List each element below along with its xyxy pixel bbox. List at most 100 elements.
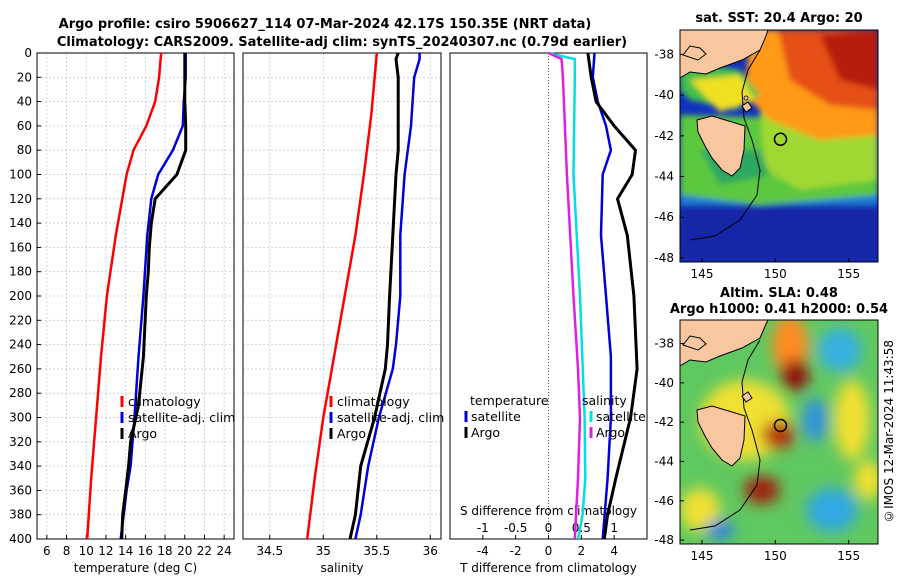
y-tick-label: 220 [9, 313, 32, 327]
x2-tick-label: -0.5 [504, 521, 527, 535]
legend-t-title: temperature [470, 393, 549, 408]
x2-tick-label: 0 [545, 521, 553, 535]
series-line-argo [348, 52, 400, 540]
sla-map-frame [679, 319, 879, 545]
y-tick-label: 300 [9, 411, 32, 425]
x-tick-label: -4 [477, 544, 489, 558]
series-line-climatology [305, 52, 379, 540]
legend-s-title: salinity [582, 393, 627, 408]
sla-map-title: Altim. SLA: 0.48 [720, 286, 838, 301]
legend-label: satellite [471, 409, 521, 424]
map-y-tick-label: -40 [654, 376, 674, 390]
map-y-tick-label: -38 [654, 337, 674, 351]
legend-label: Argo [128, 426, 157, 441]
x2-tick-label: -1 [477, 521, 489, 535]
legend-label: satellite [596, 409, 646, 424]
map-x-tick-label: 155 [837, 267, 860, 281]
map-y-tick-label: -42 [654, 415, 674, 429]
map-y-tick-label: -44 [654, 170, 674, 184]
x-tick-label: 20 [177, 544, 192, 558]
map-y-tick-label: -42 [654, 129, 674, 143]
x-tick-label: 18 [157, 544, 172, 558]
legend-label: climatology [128, 394, 201, 409]
y-tick-label: 80 [17, 143, 32, 157]
map-x-tick-label: 150 [764, 267, 787, 281]
x-tick-label: 8 [63, 544, 71, 558]
x2-tick-label: 1 [610, 521, 618, 535]
x-tick-label: 0 [545, 544, 553, 558]
series-line-s-satellite [548, 51, 587, 540]
series-line-climatology [85, 52, 163, 540]
x-tick-label: 6 [43, 544, 51, 558]
x-axis-label: salinity [320, 561, 363, 575]
legend-label: satellite-adj. clim [337, 410, 444, 425]
x-tick-label: 4 [610, 544, 618, 558]
x2-axis-label: S difference from climatology [460, 504, 637, 518]
series-line-argo [120, 53, 188, 540]
salinity-panel: 34.5 35 35.5 36 salinity climatologysatellite… [242, 52, 444, 575]
sla-map-subtitle: Argo h1000: 0.41 h2000: 0.54 [670, 302, 888, 317]
series-line-satellite-adj-clim [354, 53, 421, 540]
sst-argo-marker [773, 132, 788, 147]
legend-label: satellite-adj. clim [128, 410, 235, 425]
series-line-t-argo [586, 52, 639, 540]
temperature-panel: 6 8 10 12 14 16 18 20 22 24 temperature (deg C) cli… [9, 46, 235, 575]
y-tick-label: 140 [9, 216, 32, 230]
y-tick-label: 240 [9, 338, 32, 352]
figure-title-line1: Argo profile: csiro 5906627_114 07-Mar-2… [59, 17, 592, 32]
x-tick-label: 35 [316, 544, 331, 558]
x-tick-label: 34.5 [256, 544, 283, 558]
x-tick-label: 10 [79, 544, 94, 558]
sst-map-axes: 145 150 155 -38 -40 -42 -44 -46 -48 [654, 47, 860, 281]
map-y-tick-label: -44 [654, 454, 674, 468]
map-y-tick-label: -46 [654, 210, 674, 224]
sst-map-panel: sat. SST: 20.4 Argo: 20 [654, 11, 879, 281]
y-tick-label: 60 [17, 119, 32, 133]
x-axis-label: T difference from climatology [459, 561, 637, 575]
x-tick-label: -2 [510, 544, 522, 558]
y-tick-label: 360 [9, 483, 32, 497]
x-tick-label: 24 [217, 544, 232, 558]
sst-map-title: sat. SST: 20.4 Argo: 20 [695, 11, 862, 26]
y-tick-label: 20 [17, 70, 32, 84]
map-y-tick-label: -40 [654, 88, 674, 102]
map-x-tick-label: 145 [691, 549, 714, 563]
y-tick-label: 400 [9, 532, 32, 546]
y-tick-label: 200 [9, 289, 32, 303]
legend-label: climatology [337, 394, 410, 409]
sst-map-frame [679, 29, 879, 263]
y-tick-label: 380 [9, 508, 32, 522]
y-tick-label: 340 [9, 459, 32, 473]
series-line-s-argo [547, 51, 582, 540]
difference-panel: -4 -2 0 2 4 T difference from climatology S di… [449, 51, 648, 575]
y-tick-label: 100 [9, 168, 32, 182]
x-tick-label: 16 [138, 544, 153, 558]
x-tick-label: 22 [197, 544, 212, 558]
map-y-tick-label: -38 [654, 47, 674, 61]
sla-field [680, 320, 878, 544]
x-tick-label: 12 [98, 544, 113, 558]
map-x-tick-label: 150 [764, 549, 787, 563]
y-tick-label: 0 [24, 46, 32, 60]
series-line-t-satellite [591, 52, 613, 540]
sla-map-axes: 145 150 155 -38 -40 -42 -44 -46 -48 [654, 337, 860, 563]
sla-argo-marker [773, 418, 788, 433]
map-y-tick-label: -46 [654, 494, 674, 508]
sla-map-panel: Altim. SLA: 0.48 Argo h1000: 0.41 h2000:… [654, 286, 888, 563]
y-tick-label: 40 [17, 95, 32, 109]
map-x-tick-label: 155 [837, 549, 860, 563]
legend-label: Argo [337, 426, 366, 441]
sst-field [680, 30, 878, 262]
y-tick-label: 160 [9, 240, 32, 254]
y-tick-label: 260 [9, 362, 32, 376]
map-y-tick-label: -48 [654, 533, 674, 547]
x-tick-label: 2 [578, 544, 586, 558]
x-tick-label: 14 [118, 544, 133, 558]
x-tick-label: 35.5 [363, 544, 390, 558]
y-tick-label: 120 [9, 192, 32, 206]
x-axis-label: temperature (deg C) [74, 561, 197, 575]
x-tick-label: 36 [423, 544, 438, 558]
legend-label: Argo [471, 425, 500, 440]
y-tick-label: 320 [9, 435, 32, 449]
